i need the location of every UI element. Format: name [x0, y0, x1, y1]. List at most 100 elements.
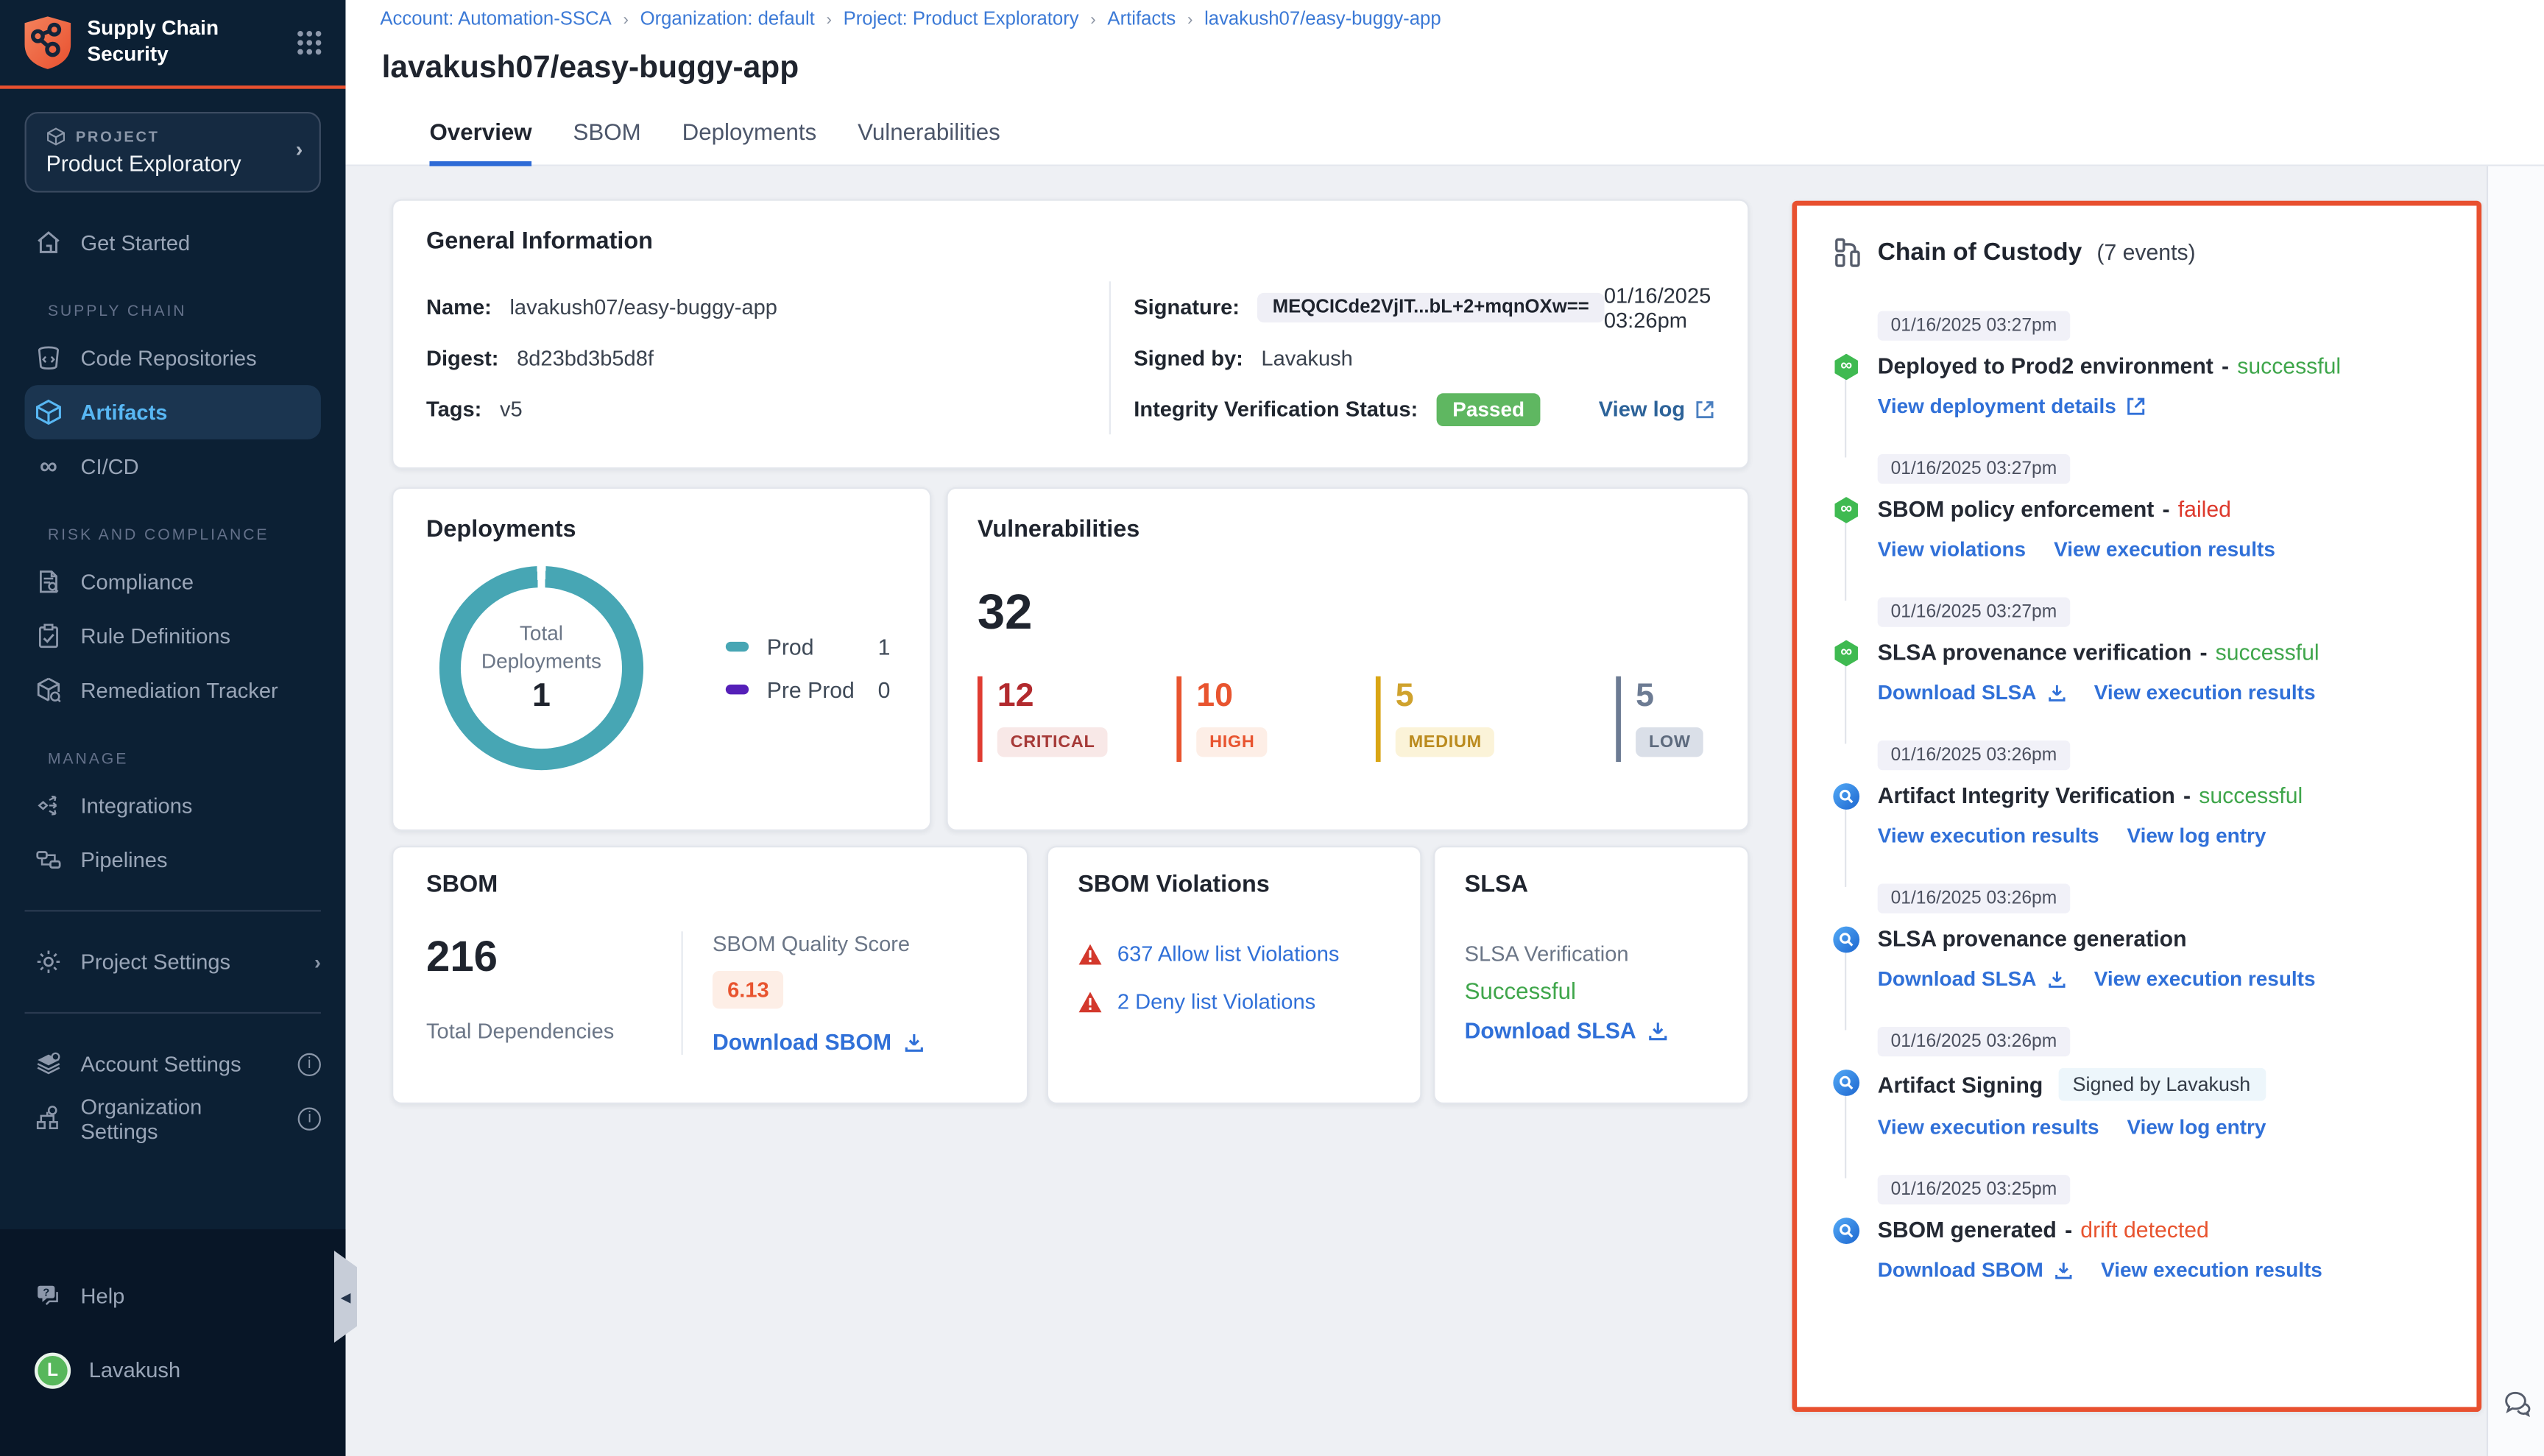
download-slsa-link[interactable]: Download SLSA [1878, 967, 2066, 990]
event-title: Deployed to Prod2 environment [1878, 354, 2213, 379]
link-label: View execution results [2094, 681, 2316, 704]
ssca-scan-icon [1833, 783, 1859, 810]
sidebar-item-remediation-tracker[interactable]: Remediation Tracker [0, 663, 345, 718]
general-information-card: General Information Name:lavakush07/easy… [392, 199, 1749, 469]
card-title: Deployments [426, 517, 897, 543]
sidebar-item-organization-settings[interactable]: Organization Settings i [0, 1091, 345, 1145]
event-separator: - [2200, 640, 2207, 665]
tab-sbom[interactable]: SBOM [573, 119, 641, 166]
view-execution-results-link[interactable]: View execution results [2094, 967, 2316, 990]
ssca-scan-icon [1833, 1070, 1859, 1096]
legend-item-prod: Prod 1 [726, 635, 891, 660]
sidebar-item-integrations[interactable]: Integrations [0, 778, 345, 833]
breadcrumb-artifacts[interactable]: Artifacts [1107, 10, 1176, 29]
breadcrumb-current[interactable]: lavakush07/easy-buggy-app [1204, 10, 1441, 29]
legend-value: 0 [878, 677, 891, 702]
sidebar-item-account-settings[interactable]: Account Settings i [0, 1036, 345, 1091]
event-timestamp: 01/16/2025 03:25pm [1878, 1175, 2070, 1204]
sidebar-item-rule-definitions[interactable]: Rule Definitions [0, 609, 345, 663]
sidebar: Supply Chain Security PROJECT Product Ex… [0, 0, 345, 1456]
code-repository-icon [35, 344, 63, 372]
view-log-entry-link[interactable]: View log entry [2127, 1116, 2266, 1139]
sidebar-item-label: Organization Settings [81, 1093, 280, 1142]
event-title: Artifact Signing [1878, 1072, 2043, 1097]
view-execution-results-link[interactable]: View execution results [2101, 1259, 2322, 1282]
sidebar-user[interactable]: L Lavakush [0, 1343, 345, 1397]
event-title: SBOM generated [1878, 1218, 2057, 1243]
signed-by-label: Signed by: [1134, 345, 1243, 370]
gear-icon [35, 948, 63, 976]
download-slsa-link[interactable]: Download SLSA [1878, 681, 2066, 704]
view-execution-results-link[interactable]: View execution results [1878, 824, 2099, 847]
view-execution-results-link[interactable]: View execution results [1878, 1116, 2099, 1139]
sidebar-item-label: Artifacts [81, 400, 168, 425]
download-sbom-link[interactable]: Download SBOM [713, 1030, 994, 1055]
breadcrumb-account[interactable]: Account: Automation-SSCA [380, 10, 611, 29]
sidebar-item-pipelines[interactable]: Pipelines [0, 833, 345, 887]
section-supply-chain: SUPPLY CHAIN [48, 303, 346, 321]
view-execution-results-link[interactable]: View execution results [2094, 681, 2316, 704]
allow-list-violations-link[interactable]: 637 Allow list Violations [1078, 941, 1391, 966]
chain-of-custody-icon [1833, 237, 1862, 268]
event-separator: - [2163, 497, 2170, 522]
severity-medium: 5 MEDIUM [1376, 676, 1577, 762]
supply-chain-security-logo-icon [23, 15, 72, 71]
chain-events-timeline: 01/16/2025 03:27pm ∞ Deployed to Prod2 e… [1833, 311, 2440, 1282]
chain-of-custody-panel: Chain of Custody (7 events) 01/16/2025 0… [1792, 201, 2481, 1412]
harness-pipeline-icon: ∞ [1833, 497, 1859, 523]
sidebar-item-help[interactable]: ? Help [0, 1269, 345, 1324]
clipboard-check-icon [35, 622, 63, 650]
sidebar-item-label: Pipelines [81, 847, 168, 872]
download-slsa-label: Download SLSA [1465, 1019, 1636, 1044]
deny-list-violations-label: 2 Deny list Violations [1117, 989, 1315, 1014]
link-label: View deployment details [1878, 395, 2116, 418]
link-label: Download SBOM [1878, 1259, 2043, 1282]
right-gutter [2487, 0, 2544, 1456]
chain-of-custody-title: Chain of Custody [1878, 238, 2082, 266]
section-risk-compliance: RISK AND COMPLIANCE [48, 526, 346, 545]
card-title: SBOM Violations [1078, 872, 1391, 899]
view-deployment-details-link[interactable]: View deployment details [1878, 395, 2146, 418]
view-execution-results-link[interactable]: View execution results [2054, 538, 2275, 561]
tab-overview[interactable]: Overview [429, 119, 531, 166]
module-grid-icon[interactable] [296, 29, 322, 56]
sidebar-item-label: Remediation Tracker [81, 678, 278, 703]
general-info-right-column: Signature: MEQCICde2VjIT...bL+2+mqnOXw==… [1109, 281, 1715, 434]
breadcrumb-project[interactable]: Project: Product Exploratory [844, 10, 1079, 29]
chain-event: 01/16/2025 03:25pm SBOM generated-drift … [1833, 1175, 2440, 1282]
tags-label: Tags: [426, 397, 481, 422]
svg-text:?: ? [43, 1287, 49, 1298]
sidebar-item-get-started[interactable]: Get Started [0, 216, 345, 270]
breadcrumb-separator: › [1090, 11, 1095, 29]
sidebar-item-cicd[interactable]: ∞ CI/CD [0, 439, 345, 494]
warning-triangle-icon [1078, 942, 1103, 965]
download-slsa-link[interactable]: Download SLSA [1465, 1019, 1718, 1044]
project-label-row: PROJECT [46, 127, 303, 146]
card-title: SBOM [426, 872, 994, 899]
view-log-link[interactable]: View log [1599, 397, 1715, 422]
sidebar-item-project-settings[interactable]: Project Settings › [0, 935, 345, 989]
download-sbom-link[interactable]: Download SBOM [1878, 1259, 2073, 1282]
chain-event: 01/16/2025 03:26pm SLSA provenance gener… [1833, 883, 2440, 990]
vulnerabilities-card: Vulnerabilities 32 12 CRITICAL 10 HIGH 5… [946, 487, 1749, 831]
deny-list-violations-link[interactable]: 2 Deny list Violations [1078, 989, 1391, 1014]
tab-vulnerabilities[interactable]: Vulnerabilities [858, 119, 1000, 166]
link-label: Download SLSA [1878, 681, 2037, 704]
project-selector[interactable]: PROJECT Product Exploratory › [25, 112, 321, 193]
chain-of-custody-header: Chain of Custody (7 events) [1833, 237, 2440, 268]
tab-deployments[interactable]: Deployments [682, 119, 817, 166]
view-violations-link[interactable]: View violations [1878, 538, 2026, 561]
breadcrumb-organization[interactable]: Organization: default [640, 10, 815, 29]
card-title: SLSA [1465, 872, 1718, 899]
sidebar-item-code-repositories[interactable]: Code Repositories [0, 331, 345, 385]
sidebar-item-compliance[interactable]: Compliance [0, 554, 345, 609]
signature-label: Signature: [1134, 294, 1240, 319]
sidebar-item-artifacts[interactable]: Artifacts [25, 385, 321, 439]
view-log-entry-link[interactable]: View log entry [2127, 824, 2266, 847]
deployments-legend: Prod 1 Pre Prod 0 [726, 616, 891, 720]
event-status: successful [2237, 354, 2341, 379]
sidebar-item-label: Code Repositories [81, 345, 257, 370]
card-title: General Information [426, 229, 1714, 255]
support-chat-icon[interactable] [2503, 1390, 2532, 1417]
event-title: SBOM policy enforcement [1878, 497, 2155, 522]
